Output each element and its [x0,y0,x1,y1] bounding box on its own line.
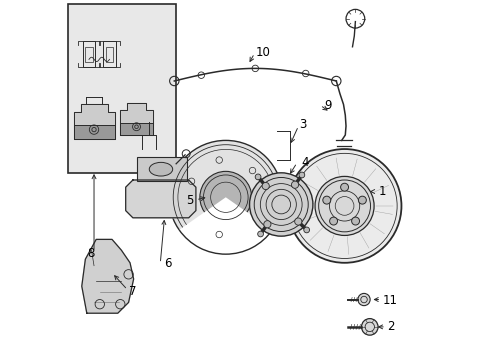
Circle shape [329,217,337,225]
Text: 2: 2 [386,320,394,333]
Circle shape [200,171,251,223]
Bar [68,4,176,173]
Circle shape [294,218,301,225]
Text: 9: 9 [324,99,331,112]
Wedge shape [176,197,275,258]
Circle shape [314,176,373,235]
Bar [82,41,95,67]
Circle shape [361,319,377,335]
Circle shape [357,293,369,306]
Circle shape [168,140,282,254]
Text: 8: 8 [87,247,94,260]
Text: 4: 4 [301,156,308,169]
Circle shape [262,183,269,190]
Polygon shape [73,104,115,139]
Polygon shape [120,103,152,135]
Bar [73,125,115,139]
Text: 3: 3 [299,118,306,131]
Circle shape [291,181,298,188]
Bar [120,123,152,135]
Polygon shape [125,180,196,218]
Circle shape [340,183,348,191]
Circle shape [351,217,359,225]
Circle shape [322,196,330,204]
Circle shape [287,149,401,263]
Bar [85,47,92,62]
Bar [136,157,186,181]
Bar [106,47,113,62]
Circle shape [255,174,261,180]
Circle shape [358,196,366,204]
Bar [103,41,116,67]
Text: 11: 11 [382,294,397,307]
Text: 7: 7 [128,285,136,298]
Circle shape [263,221,270,228]
Text: 10: 10 [255,46,270,59]
Polygon shape [81,239,133,313]
Text: 1: 1 [378,185,385,198]
Circle shape [303,227,309,233]
Circle shape [257,231,263,237]
Text: 6: 6 [164,257,172,270]
Ellipse shape [149,162,172,176]
Circle shape [249,173,312,236]
Text: 5: 5 [186,194,193,207]
Circle shape [298,172,304,178]
